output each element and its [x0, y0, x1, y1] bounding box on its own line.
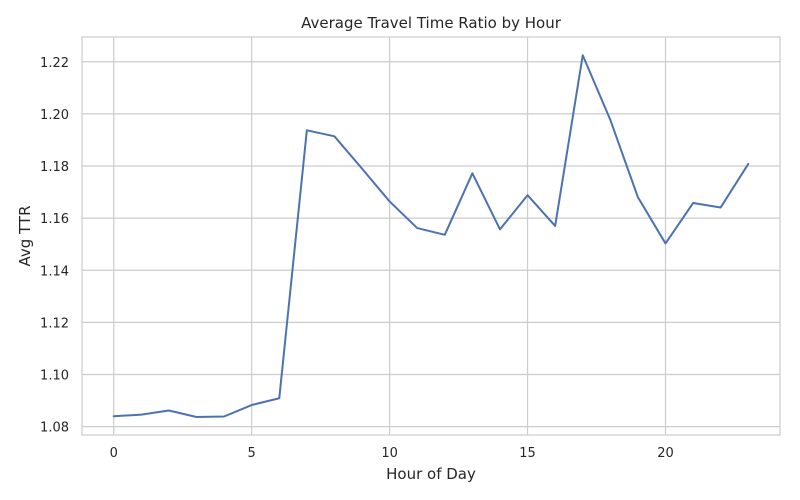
data-point	[582, 54, 584, 56]
data-point	[333, 135, 335, 137]
data-point	[278, 397, 280, 399]
series-line	[112, 54, 750, 419]
data-point	[747, 163, 749, 165]
tick-labels: 0 5 10 15 20 1.08 1.10 1.12 1.14 1.16 1.18 1.20 1.22	[40, 56, 674, 461]
x-tick-label: 0	[110, 446, 118, 461]
data-point	[251, 404, 253, 406]
plot-frame	[81, 36, 781, 436]
x-tick-label: 20	[657, 446, 674, 461]
data-point	[499, 228, 501, 230]
data-point	[389, 200, 391, 202]
data-point	[637, 196, 639, 198]
data-point	[195, 416, 197, 418]
data-point	[223, 415, 225, 417]
data-point	[665, 242, 667, 244]
data-point	[444, 234, 446, 236]
data-point	[113, 415, 115, 417]
data-point	[471, 172, 473, 174]
y-tick-label: 1.22	[40, 56, 69, 71]
y-tick-label: 1.08	[40, 421, 69, 436]
chart-title: Average Travel Time Ratio by Hour	[301, 14, 562, 32]
data-point	[140, 414, 142, 416]
data-point	[720, 206, 722, 208]
x-tick-label: 10	[381, 446, 398, 461]
data-point	[416, 227, 418, 229]
x-tick-label: 15	[519, 446, 536, 461]
y-tick-label: 1.12	[40, 316, 69, 331]
data-point	[306, 129, 308, 131]
data-point	[361, 168, 363, 170]
data-point	[527, 194, 529, 196]
y-tick-label: 1.20	[40, 108, 69, 123]
data-point	[554, 225, 556, 227]
data-point	[609, 119, 611, 121]
y-tick-label: 1.18	[40, 160, 69, 175]
x-tick-label: 5	[248, 446, 256, 461]
x-axis-title: Hour of Day	[386, 465, 476, 483]
series-layer	[112, 54, 750, 419]
y-axis-title: Avg TTR	[16, 205, 34, 266]
y-tick-label: 1.10	[40, 369, 69, 384]
grid	[82, 37, 780, 435]
data-point	[692, 202, 694, 204]
y-tick-label: 1.14	[40, 264, 69, 279]
data-point	[168, 410, 170, 412]
y-tick-label: 1.16	[40, 212, 69, 227]
